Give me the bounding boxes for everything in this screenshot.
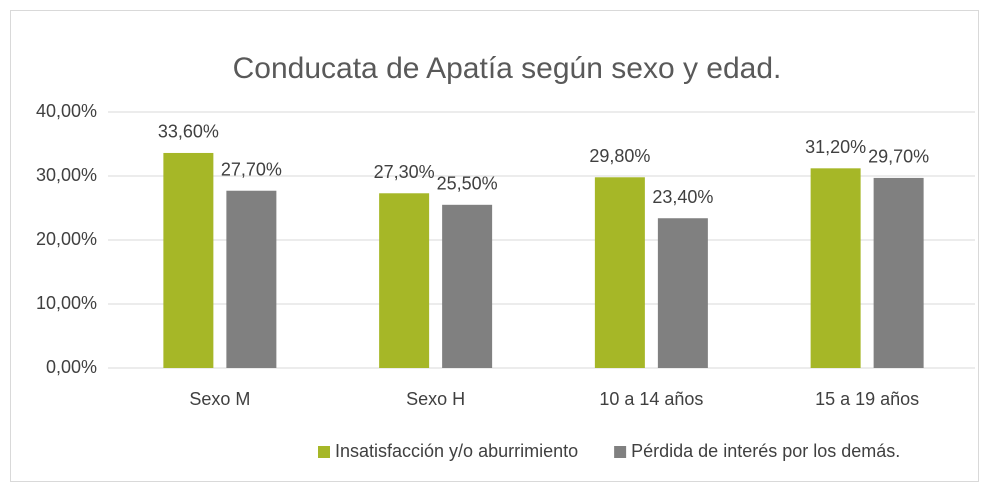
- value-label: 33,60%: [158, 122, 219, 142]
- value-label: 31,20%: [805, 137, 866, 157]
- value-label: 29,80%: [589, 146, 650, 166]
- x-tick-label: 10 a 14 años: [599, 389, 703, 409]
- y-tick-label: 30,00%: [36, 165, 97, 185]
- bar: [594, 177, 645, 368]
- value-label: 25,50%: [437, 174, 498, 194]
- y-tick-label: 20,00%: [36, 229, 97, 249]
- legend-swatch: [318, 446, 330, 458]
- value-label: 29,70%: [868, 147, 929, 167]
- bar: [226, 190, 277, 368]
- value-label: 27,70%: [221, 159, 282, 179]
- y-tick-label: 10,00%: [36, 293, 97, 313]
- x-tick-label: Sexo H: [406, 389, 465, 409]
- x-tick-label: Sexo M: [189, 389, 250, 409]
- bar: [810, 168, 861, 368]
- bar: [657, 218, 708, 368]
- y-tick-label: 40,00%: [36, 101, 97, 121]
- chart-title: Conducata de Apatía según sexo y edad.: [233, 52, 782, 85]
- legend-label: Pérdida de interés por los demás.: [631, 441, 900, 461]
- value-label: 23,40%: [652, 187, 713, 207]
- legend-swatch: [614, 446, 627, 458]
- y-tick-label: 0,00%: [46, 357, 97, 377]
- bar: [163, 152, 214, 368]
- bar: [873, 177, 924, 368]
- legend-label: Insatisfacción y/o aburrimiento: [335, 441, 578, 461]
- bar: [379, 193, 430, 368]
- x-tick-label: 15 a 19 años: [815, 389, 919, 409]
- bar: [442, 204, 493, 368]
- value-label: 27,30%: [374, 162, 435, 182]
